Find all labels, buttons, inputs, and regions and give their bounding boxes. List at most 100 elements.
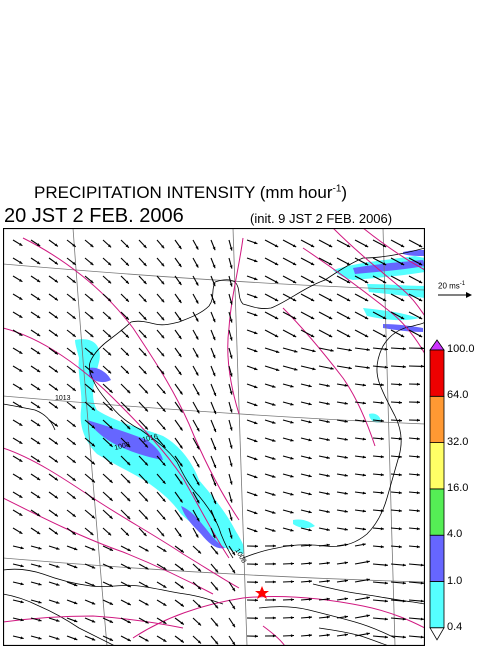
wind-vector-head: [213, 500, 217, 505]
wind-vector-head: [402, 581, 406, 585]
wind-vector-head: [195, 282, 199, 286]
wind-vector-head: [143, 532, 147, 536]
wind-vector-head: [125, 244, 129, 248]
wind-vector-head: [36, 495, 41, 499]
wind-vector-head: [418, 316, 423, 319]
wind-vector-head: [54, 423, 58, 427]
wind-vector-head: [326, 438, 330, 441]
wind-vector-head: [107, 316, 112, 320]
wind-vector-head: [161, 263, 165, 267]
wind-vector-head: [254, 493, 258, 497]
wind-vector-head: [229, 481, 233, 485]
wind-vector-head: [144, 390, 148, 394]
wind-vector-head: [232, 623, 235, 628]
wind-vectors: [12, 239, 425, 646]
wind-vector-head: [54, 513, 58, 517]
wind-vector-head: [344, 561, 348, 565]
wind-vector-head: [213, 392, 217, 397]
wind-vector-head: [20, 618, 24, 622]
wind-vector-head: [346, 262, 351, 265]
wind-vector-head: [36, 531, 41, 535]
wind-vector-head: [180, 585, 184, 589]
wind-vector-head: [254, 385, 258, 389]
wind-vector-head: [91, 637, 96, 641]
wind-vector-head: [416, 400, 420, 404]
isobar-label: 1013: [55, 395, 71, 402]
wind-vector-head: [402, 617, 406, 621]
wind-vector-head: [380, 383, 384, 387]
wind-vector-head: [19, 350, 23, 354]
colorbar-band: [429, 488, 445, 536]
wind-vector-head: [272, 493, 276, 496]
wind-vector-head: [212, 282, 216, 287]
wind-vector-head: [161, 245, 165, 249]
wind-vector-head: [362, 543, 366, 546]
wind-vector-head: [254, 457, 258, 461]
wind-vector-head: [72, 315, 76, 319]
colorbar-over-triangle: [429, 339, 445, 351]
wind-vector-head: [418, 262, 423, 265]
wind-vector-head: [272, 385, 276, 388]
wind-vector-head: [109, 547, 113, 551]
wind-vector-head: [328, 262, 333, 265]
wind-vector-head: [195, 534, 199, 538]
wind-vector-head: [196, 410, 200, 414]
wind-vector-head: [54, 315, 58, 319]
wind-vector-head: [290, 544, 294, 548]
wind-vector-head: [162, 408, 166, 412]
wind-vector-head: [398, 509, 402, 513]
wind-vector-head: [254, 403, 258, 407]
wind-vector-head: [215, 551, 219, 555]
wind-vector-head: [19, 422, 23, 426]
wind-vector-head: [364, 244, 369, 247]
wind-vector-head: [72, 423, 76, 427]
wind-vector-head: [326, 420, 330, 423]
wind-vector-head: [232, 569, 235, 574]
wind-vector-head: [290, 492, 294, 496]
wind-vector-head: [290, 580, 294, 584]
wind-vector-head: [384, 599, 388, 603]
wind-vector-head: [72, 261, 76, 265]
wind-vector-head: [74, 601, 78, 605]
wind-vector-head: [272, 598, 276, 602]
wind-vector-head: [384, 635, 388, 639]
wind-vector-head: [161, 299, 165, 303]
red-star-icon: [255, 586, 269, 599]
wind-vector-head: [91, 565, 96, 569]
wind-vector-head: [326, 615, 330, 619]
wind-vector-head: [308, 543, 312, 547]
wind-vector-head: [54, 333, 58, 337]
wind-vector-head: [125, 370, 129, 374]
wind-vector-head: [196, 446, 200, 450]
wind-vector-head: [54, 495, 58, 499]
wind-vector-head: [344, 527, 348, 531]
wind-vector-head: [420, 635, 424, 639]
wind-vector-head: [212, 318, 216, 323]
wind-vector-head: [310, 280, 315, 283]
wind-vector-head: [109, 565, 113, 569]
wind-vector-head: [292, 262, 297, 265]
wind-vector-head: [330, 348, 334, 352]
wind-vector-head: [364, 262, 369, 265]
wind-vector-head: [402, 347, 406, 351]
wind-vector-head: [310, 244, 315, 247]
wind-vector-head: [72, 369, 76, 373]
wind-vector-head: [20, 600, 24, 604]
wind-vector-head: [344, 543, 348, 547]
wind-vector-head: [416, 418, 420, 422]
wind-vector-head: [54, 243, 58, 247]
wind-vector-head: [196, 482, 200, 486]
wind-vector-head: [72, 441, 76, 445]
wind-vector-head: [274, 262, 279, 265]
wind-vector-head: [91, 479, 95, 483]
wind-vector-head: [91, 443, 95, 447]
wind-vector-head: [180, 639, 184, 643]
wind-vector-head: [125, 532, 129, 536]
wind-vector-head: [196, 428, 200, 432]
wind-vector-head: [19, 242, 23, 246]
wind-vector-head: [215, 623, 219, 627]
wind-vector-head: [90, 370, 94, 374]
wind-vector-head: [19, 314, 23, 318]
wind-vector-head: [274, 244, 279, 247]
wind-vector-head: [398, 491, 402, 495]
